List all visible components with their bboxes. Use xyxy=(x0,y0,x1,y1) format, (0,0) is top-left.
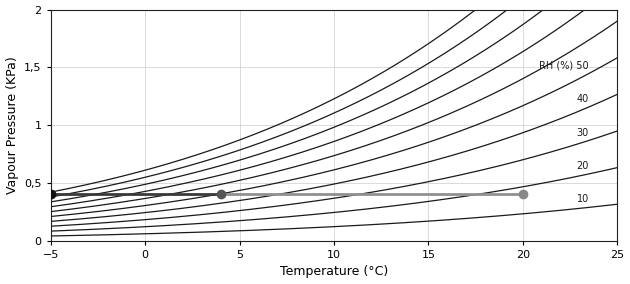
X-axis label: Temperature (°C): Temperature (°C) xyxy=(280,266,388,278)
Text: 10: 10 xyxy=(577,195,589,204)
Text: 40: 40 xyxy=(577,94,589,104)
Text: 30: 30 xyxy=(577,128,589,137)
Text: RH (%) 50: RH (%) 50 xyxy=(539,60,589,70)
Y-axis label: Vapour Pressure (KPa): Vapour Pressure (KPa) xyxy=(6,56,18,194)
Text: 20: 20 xyxy=(576,161,589,171)
